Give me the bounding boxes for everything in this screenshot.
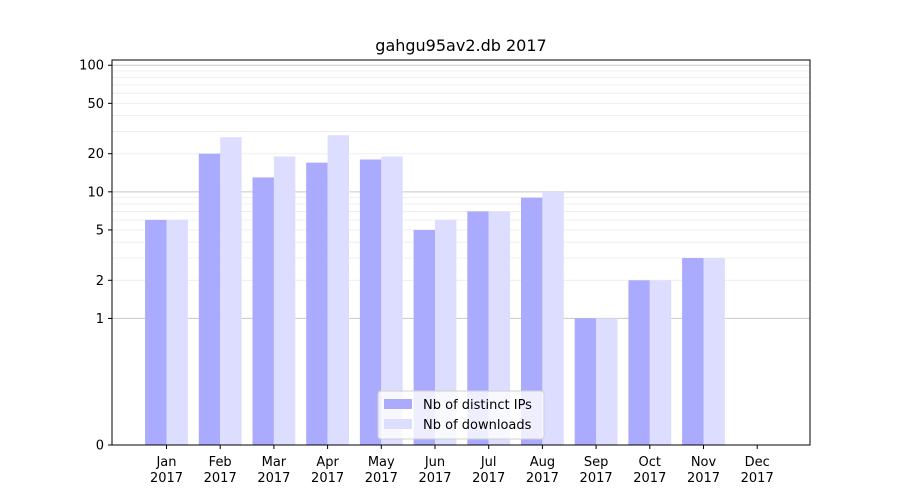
bar-downloads-jan [166,219,188,445]
bar-distinct-ips-nov [682,258,704,445]
x-tick-label-month: Oct [639,455,661,470]
x-tick-label-year: 2017 [741,471,774,486]
x-tick-label-year: 2017 [580,471,613,486]
y-tick-label: 20 [87,147,104,162]
y-tick-label: 100 [79,59,104,74]
y-tick-label: 2 [96,274,104,289]
bar-distinct-ips-feb [198,153,221,446]
bar-downloads-feb [220,137,242,446]
x-tick-label-month: Apr [316,455,339,470]
y-axis: 0 1 2 5 10 20 50 100 [79,59,112,454]
x-tick-label-year: 2017 [633,471,666,486]
bar-downloads-sep [596,318,618,445]
bar-distinct-ips-may [359,159,382,445]
bar-downloads-apr [327,135,349,445]
x-tick-label-year: 2017 [365,471,398,486]
x-axis: Jan2017Feb2017Mar2017Apr2017May2017Jun20… [150,445,774,486]
bar-distinct-ips-sep [574,318,597,445]
x-tick-label-month: Mar [262,455,287,470]
x-tick-label-year: 2017 [311,471,344,486]
bar-distinct-ips-apr [306,162,328,445]
x-tick-label-year: 2017 [472,471,505,486]
bar-distinct-ips-mar [252,177,274,446]
x-tick-label-month: Jul [480,455,497,470]
bars [145,135,725,446]
x-tick-label-month: Feb [209,455,232,470]
bar-distinct-ips-jan [145,219,167,445]
legend-box [377,390,545,440]
bar-downloads-aug [542,191,564,445]
bar-distinct-ips-aug [521,197,543,445]
legend: Nb of distinct IPs Nb of downloads [377,390,545,440]
x-tick-label-month: May [368,455,395,470]
y-tick-label: 0 [96,439,104,454]
x-tick-label-month: Nov [691,455,717,470]
x-tick-label-month: Jun [424,455,445,470]
bar-downloads-oct [649,280,672,445]
y-tick-label: 1 [96,312,104,327]
x-tick-label-year: 2017 [687,471,720,486]
x-tick-label-year: 2017 [150,471,183,486]
x-tick-label-month: Jan [155,455,176,470]
legend-label: Nb of distinct IPs [423,398,532,413]
plot-frame [111,59,811,446]
x-tick-label-year: 2017 [418,471,451,486]
bar-downloads-jun [435,219,457,445]
x-tick-label-month: Sep [584,455,609,470]
bar-distinct-ips-jul [467,211,489,445]
bar-downloads-may [381,156,403,446]
bar-downloads-nov [703,258,725,445]
x-tick-label-year: 2017 [526,471,559,486]
bar-downloads-jul [488,211,511,445]
x-tick-label-year: 2017 [257,471,290,486]
y-tick-label: 10 [87,185,104,200]
legend-swatch [384,419,412,429]
chart-title: gahgu95av2.db 2017 [375,36,546,55]
bar-downloads-mar [273,156,296,446]
x-tick-label-month: Dec [745,455,770,470]
x-tick-label-year: 2017 [204,471,237,486]
legend-swatch [384,399,412,409]
y-tick-label: 5 [96,223,104,238]
bar-distinct-ips-oct [628,280,650,445]
x-tick-label-month: Aug [530,455,555,470]
y-tick-label: 50 [87,97,104,112]
legend-label: Nb of downloads [423,418,532,433]
